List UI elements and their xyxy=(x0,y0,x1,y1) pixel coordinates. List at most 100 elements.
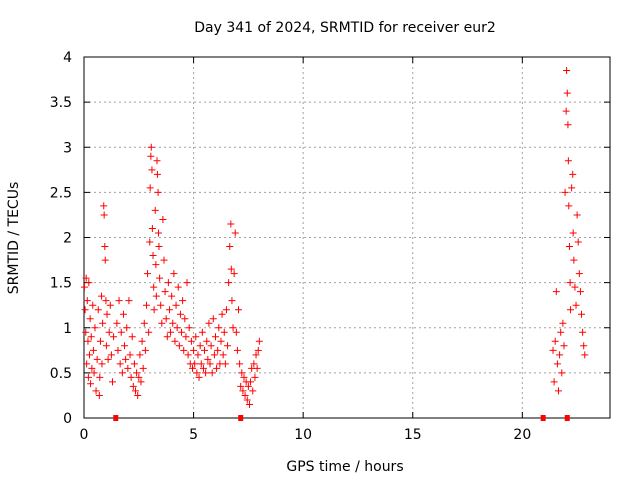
data-point xyxy=(225,279,233,287)
data-point xyxy=(173,324,181,332)
y-tick-label: 0.5 xyxy=(50,366,72,382)
data-point xyxy=(247,378,255,386)
data-point xyxy=(180,346,188,354)
data-point xyxy=(561,188,569,196)
data-point xyxy=(148,166,156,174)
data-point xyxy=(557,328,565,336)
data-point xyxy=(146,184,154,192)
data-point xyxy=(165,306,173,314)
data-point xyxy=(137,378,145,386)
data-point xyxy=(565,243,573,251)
data-point xyxy=(152,261,160,269)
data-point xyxy=(108,378,116,386)
data-point xyxy=(549,346,557,354)
data-point xyxy=(81,306,89,314)
data-point xyxy=(121,342,129,350)
data-point xyxy=(170,270,178,278)
data-point xyxy=(88,364,96,372)
data-point xyxy=(201,346,209,354)
data-point xyxy=(116,360,124,368)
data-point xyxy=(149,252,157,260)
data-point xyxy=(220,328,228,336)
data-point xyxy=(252,351,260,359)
data-point xyxy=(212,333,219,341)
zero-marker xyxy=(540,415,546,421)
data-point xyxy=(84,337,92,345)
data-point xyxy=(566,279,574,287)
data-point xyxy=(91,324,99,332)
data-point xyxy=(163,333,171,341)
data-point xyxy=(575,270,583,278)
data-point xyxy=(103,310,111,318)
y-tick-label: 2.5 xyxy=(50,185,72,201)
data-point xyxy=(241,391,249,399)
data-point xyxy=(167,328,175,336)
data-point xyxy=(552,288,560,296)
data-point xyxy=(564,157,572,165)
data-point xyxy=(145,328,153,336)
data-point xyxy=(146,238,154,246)
data-point xyxy=(196,342,204,350)
data-point xyxy=(556,351,564,359)
data-point xyxy=(155,229,163,237)
data-point xyxy=(202,369,210,377)
data-point xyxy=(231,229,239,237)
data-point xyxy=(139,364,147,372)
data-point xyxy=(128,333,136,341)
data-point xyxy=(82,274,90,282)
y-axis-label: SRMTID / TECUs xyxy=(6,182,22,295)
data-point xyxy=(187,337,195,345)
data-point xyxy=(579,328,587,336)
data-point xyxy=(238,369,246,377)
data-point xyxy=(142,301,150,309)
x-tick-label: 0 xyxy=(80,427,89,443)
y-tick-label: 4 xyxy=(63,50,72,66)
data-point xyxy=(82,328,90,336)
data-point xyxy=(175,342,183,350)
data-point xyxy=(127,373,135,381)
y-tick-label: 0 xyxy=(63,411,72,427)
data-point xyxy=(94,306,102,314)
data-point xyxy=(87,333,95,341)
data-point xyxy=(130,360,138,368)
data-point xyxy=(221,360,229,368)
zero-marker xyxy=(113,415,119,421)
data-point xyxy=(183,279,191,287)
data-points xyxy=(80,67,589,421)
data-point xyxy=(194,351,202,359)
data-point xyxy=(83,360,91,368)
data-point xyxy=(182,333,190,341)
data-point xyxy=(110,333,118,341)
data-point xyxy=(254,346,262,354)
data-point xyxy=(184,351,192,359)
data-point xyxy=(102,342,110,350)
data-point xyxy=(99,319,107,327)
data-point xyxy=(553,360,561,368)
data-point xyxy=(195,373,203,381)
data-point xyxy=(218,310,226,318)
axis-ticks: 0 5 10 15 20 0 0.5 1 1.5 2 2.5 3 3.5 4 xyxy=(50,50,610,443)
data-point xyxy=(193,369,201,377)
data-point xyxy=(567,306,575,314)
data-point xyxy=(581,351,589,359)
data-point xyxy=(107,351,115,359)
data-point xyxy=(204,355,212,363)
data-point xyxy=(558,369,566,377)
y-tick-label: 3.5 xyxy=(50,95,72,111)
data-point xyxy=(560,342,568,350)
data-point xyxy=(572,301,580,309)
data-point xyxy=(117,328,125,336)
data-point xyxy=(140,319,148,327)
data-point xyxy=(102,297,110,305)
data-point xyxy=(80,283,88,291)
data-point xyxy=(217,337,225,345)
grid-lines xyxy=(84,57,610,418)
y-tick-label: 3 xyxy=(63,140,72,156)
data-point xyxy=(573,211,581,219)
data-point xyxy=(98,292,106,300)
data-point xyxy=(138,337,146,345)
data-point xyxy=(550,378,558,386)
data-point xyxy=(135,373,143,381)
data-point xyxy=(188,364,196,372)
